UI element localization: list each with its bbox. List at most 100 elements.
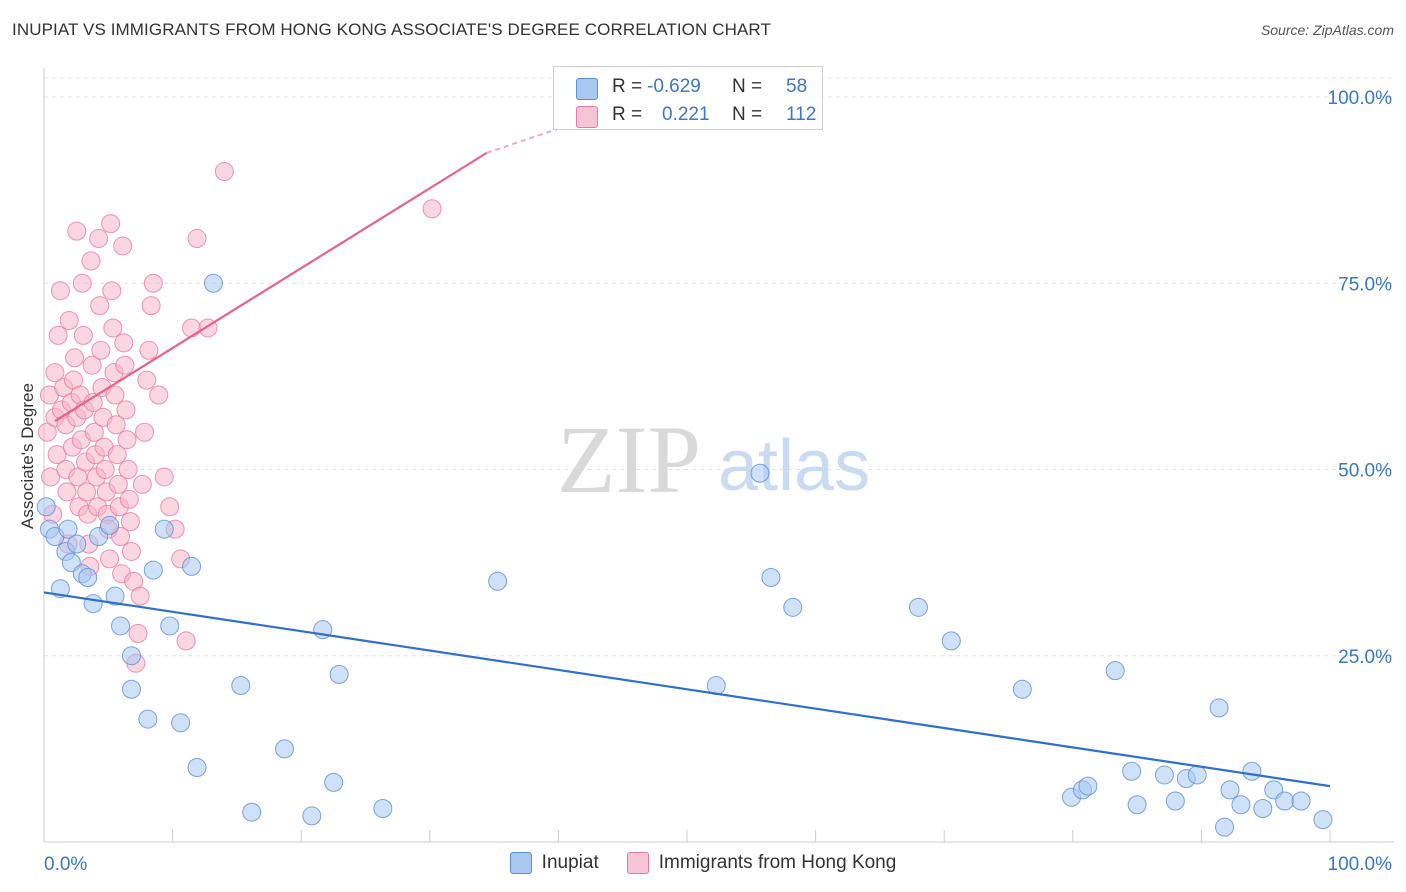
point-hongkong	[89, 229, 109, 249]
stats-row-inupiat: R = -0.629 N = 58	[554, 74, 822, 102]
x-tick-label: 0.0%	[44, 854, 87, 875]
point-hongkong	[105, 385, 125, 405]
n-value: 58	[786, 76, 808, 97]
y-tick-label: 50.0%	[1338, 461, 1392, 482]
point-hongkong	[72, 273, 92, 293]
point-inupiat	[143, 560, 163, 580]
stats-row-hongkong: R = 0.221 N = 112	[554, 102, 822, 130]
point-inupiat	[783, 597, 803, 617]
point-inupiat	[242, 802, 262, 822]
point-inupiat	[138, 709, 158, 729]
y-axis-label: Associate's Degree	[18, 383, 37, 529]
point-hongkong	[115, 355, 135, 375]
point-inupiat	[121, 679, 141, 699]
point-hongkong	[113, 236, 133, 256]
point-inupiat	[1291, 791, 1311, 811]
point-inupiat	[1012, 679, 1032, 699]
point-hongkong	[108, 474, 128, 494]
point-hongkong	[114, 333, 134, 353]
point-inupiat	[1187, 765, 1207, 785]
point-hongkong	[50, 281, 70, 301]
point-inupiat	[1275, 791, 1295, 811]
trend-line-hongkong	[54, 151, 488, 423]
point-hongkong	[48, 325, 68, 345]
point-inupiat	[761, 568, 781, 588]
r-value: -0.629	[647, 76, 701, 97]
legend-label-hongkong: Immigrants from Hong Kong	[658, 852, 897, 873]
r-label: R =	[612, 76, 643, 97]
point-hongkong	[90, 296, 110, 316]
point-inupiat	[171, 713, 191, 733]
point-hongkong	[41, 467, 61, 487]
point-hongkong	[176, 631, 196, 651]
tick-labels: 25.0% 50.0% 75.0% 100.0% 0.0% 100.0%	[44, 88, 1392, 875]
point-hongkong	[91, 340, 111, 360]
stats-legend-box: R = -0.629 N = 58 R = 0.221 N = 112	[553, 66, 823, 130]
point-inupiat	[1313, 810, 1333, 830]
point-inupiat	[1122, 761, 1142, 781]
point-inupiat	[182, 556, 202, 576]
point-hongkong	[81, 251, 101, 271]
series-inupiat-points	[36, 273, 1333, 837]
point-inupiat	[67, 534, 87, 554]
point-hongkong	[59, 311, 79, 330]
y-tick-label: 75.0%	[1338, 274, 1392, 295]
point-hongkong	[45, 363, 65, 383]
point-hongkong	[102, 281, 122, 301]
point-inupiat	[105, 586, 125, 606]
point-inupiat	[329, 664, 349, 684]
source-label: Source: ZipAtlas.com	[1260, 22, 1394, 38]
watermark-zip: ZIP	[557, 406, 701, 513]
point-inupiat	[1154, 765, 1174, 785]
point-inupiat	[373, 798, 393, 818]
point-inupiat	[203, 273, 223, 293]
point-hongkong	[154, 467, 174, 487]
point-inupiat	[78, 568, 98, 588]
point-hongkong	[160, 497, 180, 517]
point-hongkong	[84, 422, 104, 442]
point-hongkong	[422, 199, 442, 219]
point-inupiat	[36, 497, 56, 517]
point-inupiat	[302, 806, 322, 826]
point-hongkong	[73, 325, 93, 345]
point-hongkong	[130, 586, 150, 606]
point-hongkong	[120, 512, 140, 532]
point-hongkong	[137, 370, 157, 390]
y-tick-label: 100.0%	[1328, 88, 1393, 109]
x-tick-label: 100.0%	[1328, 854, 1393, 875]
point-inupiat	[1231, 795, 1251, 815]
n-label: N =	[732, 76, 763, 97]
point-hongkong	[37, 422, 57, 442]
point-hongkong	[121, 541, 141, 561]
point-inupiat	[1078, 776, 1098, 796]
axes-layer	[43, 68, 1394, 843]
point-hongkong	[107, 445, 127, 465]
hongkong-swatch	[576, 106, 598, 128]
point-hongkong	[139, 340, 159, 360]
point-hongkong	[149, 385, 169, 405]
r-value: 0.221	[662, 104, 710, 125]
point-hongkong	[57, 482, 77, 502]
point-inupiat	[154, 519, 174, 539]
point-hongkong	[119, 489, 139, 509]
point-hongkong	[141, 296, 161, 316]
point-inupiat	[187, 758, 207, 777]
point-inupiat	[111, 616, 131, 636]
point-inupiat	[121, 646, 141, 666]
point-hongkong	[187, 229, 207, 249]
point-inupiat	[1165, 791, 1185, 811]
point-hongkong	[65, 348, 85, 368]
inupiat-swatch	[576, 78, 598, 100]
watermark: ZIP atlas	[557, 406, 870, 513]
point-hongkong	[95, 460, 115, 479]
point-inupiat	[1215, 817, 1235, 837]
r-label: R =	[612, 104, 643, 125]
point-hongkong	[68, 467, 88, 487]
point-hongkong	[128, 623, 148, 643]
point-inupiat	[1253, 798, 1273, 818]
point-hongkong	[132, 474, 152, 494]
point-inupiat	[1127, 795, 1147, 815]
point-inupiat	[58, 519, 78, 539]
n-label: N =	[732, 104, 763, 125]
